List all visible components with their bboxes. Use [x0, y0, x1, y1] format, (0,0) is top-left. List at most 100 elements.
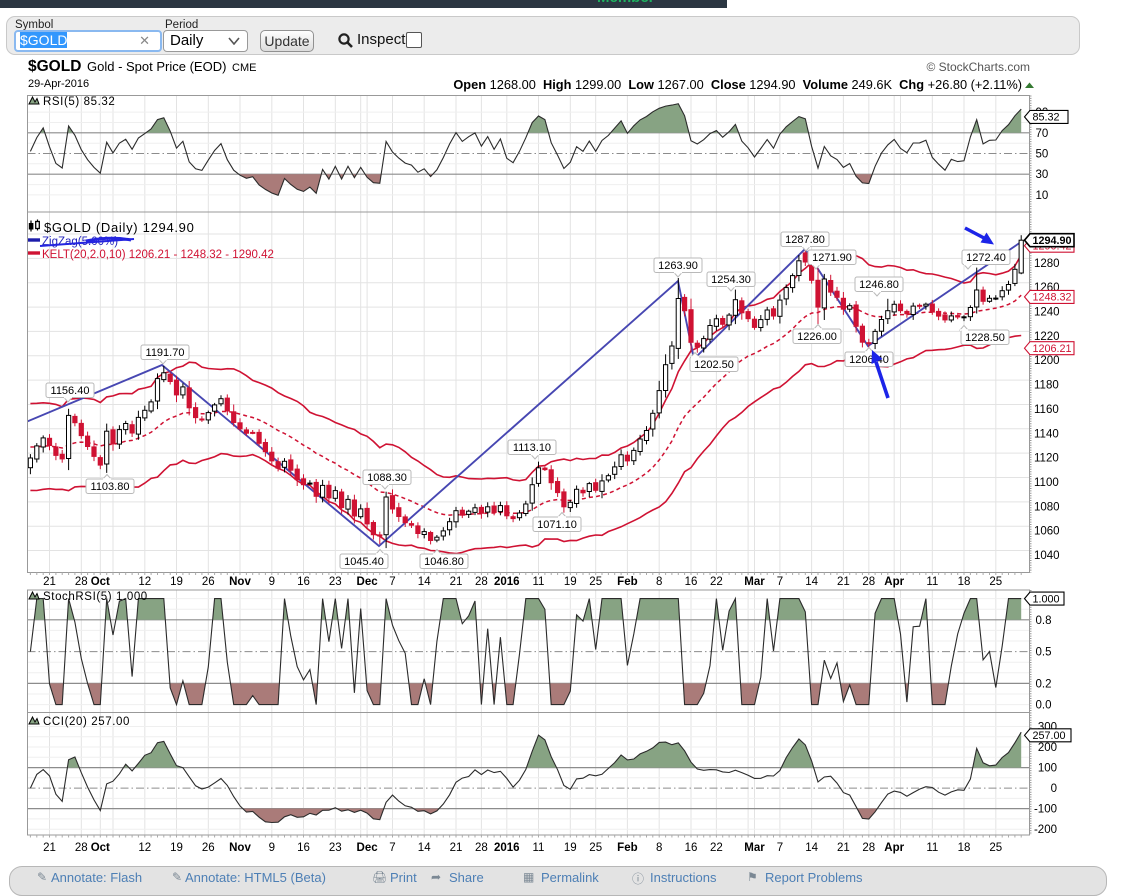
svg-text:14: 14	[418, 842, 431, 854]
svg-text:Open 1268.00 High 1299.00 Lo: Open 1268.00 High 1299.00 Low 1267.00 Cl…	[453, 77, 1022, 92]
svg-text:18: 18	[958, 842, 971, 854]
svg-text:14: 14	[805, 576, 818, 588]
svg-text:70: 70	[1036, 128, 1049, 140]
svg-text:26: 26	[202, 576, 215, 588]
svg-text:9: 9	[269, 576, 275, 588]
svg-text:1254.30: 1254.30	[711, 274, 751, 286]
svg-text:25: 25	[989, 842, 1002, 854]
svg-text:22: 22	[710, 576, 723, 588]
svg-text:11: 11	[533, 576, 545, 588]
svg-text:50: 50	[1036, 149, 1049, 161]
svg-text:16: 16	[685, 576, 698, 588]
svg-text:28: 28	[75, 576, 88, 588]
svg-text:Gold - Spot Price (EOD): Gold - Spot Price (EOD)	[87, 59, 226, 74]
svg-text:1240: 1240	[1034, 307, 1060, 319]
svg-text:1294.90: 1294.90	[1033, 235, 1072, 247]
svg-text:StochRSI(5) 1.000: StochRSI(5) 1.000	[43, 591, 148, 603]
svg-text:18: 18	[958, 576, 971, 588]
svg-text:23: 23	[329, 576, 342, 588]
svg-text:1.000: 1.000	[1033, 593, 1060, 605]
svg-text:29-Apr-2016: 29-Apr-2016	[28, 78, 89, 90]
svg-text:1180: 1180	[1034, 380, 1059, 392]
svg-text:1160: 1160	[1034, 404, 1059, 416]
svg-text:-100: -100	[1034, 804, 1057, 816]
svg-text:1271.90: 1271.90	[812, 252, 852, 264]
svg-text:25: 25	[589, 842, 602, 854]
svg-text:28: 28	[75, 842, 88, 854]
svg-text:KELT(20,2.0,10) 1206.21 - 1248: KELT(20,2.0,10) 1206.21 - 1248.32 - 1290…	[42, 249, 274, 261]
svg-text:14: 14	[418, 576, 431, 588]
svg-text:1120: 1120	[1034, 453, 1059, 465]
svg-text:19: 19	[170, 576, 183, 588]
svg-text:1060: 1060	[1034, 526, 1060, 538]
svg-text:1113.10: 1113.10	[513, 442, 551, 454]
svg-text:85.32: 85.32	[1033, 112, 1060, 124]
svg-text:-200: -200	[1034, 824, 1057, 836]
svg-text:Apr: Apr	[884, 842, 904, 854]
svg-text:1263.90: 1263.90	[658, 260, 698, 272]
svg-text:16: 16	[297, 576, 310, 588]
svg-text:257.00: 257.00	[1033, 730, 1066, 742]
svg-text:16: 16	[297, 842, 310, 854]
svg-text:8: 8	[656, 576, 662, 588]
svg-text:1206.40: 1206.40	[849, 354, 889, 366]
svg-text:21: 21	[837, 842, 850, 854]
svg-text:Feb: Feb	[617, 842, 637, 854]
svg-text:1272.40: 1272.40	[966, 252, 1006, 264]
svg-text:9: 9	[269, 842, 275, 854]
svg-text:8: 8	[656, 842, 662, 854]
svg-text:21: 21	[43, 842, 56, 854]
svg-text:23: 23	[329, 842, 342, 854]
svg-text:26: 26	[202, 842, 215, 854]
svg-text:21: 21	[450, 842, 463, 854]
svg-text:7: 7	[389, 842, 395, 854]
svg-text:1287.80: 1287.80	[785, 234, 825, 246]
svg-text:7: 7	[389, 576, 395, 588]
svg-text:11: 11	[533, 842, 545, 854]
svg-text:22: 22	[710, 842, 723, 854]
svg-text:© StockCharts.com: © StockCharts.com	[926, 60, 1030, 74]
svg-text:Mar: Mar	[744, 576, 765, 588]
svg-text:1071.10: 1071.10	[537, 519, 577, 531]
svg-text:CME: CME	[232, 62, 256, 74]
svg-text:CCI(20) 257.00: CCI(20) 257.00	[43, 716, 130, 728]
svg-text:Nov: Nov	[229, 576, 251, 588]
svg-text:Nov: Nov	[229, 842, 251, 854]
svg-text:1228.50: 1228.50	[965, 332, 1005, 344]
svg-text:1040: 1040	[1034, 550, 1060, 562]
svg-text:0: 0	[1051, 783, 1057, 795]
svg-text:1248.32: 1248.32	[1033, 292, 1072, 304]
svg-text:1220: 1220	[1034, 331, 1060, 343]
svg-text:Oct: Oct	[91, 576, 110, 588]
svg-text:1045.40: 1045.40	[344, 556, 384, 568]
svg-text:1202.50: 1202.50	[694, 359, 734, 371]
svg-text:1280: 1280	[1034, 258, 1060, 270]
svg-text:2016: 2016	[494, 576, 520, 588]
svg-text:0.0: 0.0	[1036, 700, 1052, 712]
svg-text:0.8: 0.8	[1036, 615, 1052, 627]
svg-text:21: 21	[450, 576, 463, 588]
svg-text:28: 28	[475, 842, 488, 854]
svg-text:11: 11	[926, 842, 938, 854]
svg-text:21: 21	[43, 576, 56, 588]
svg-text:28: 28	[475, 576, 488, 588]
svg-text:1140: 1140	[1034, 428, 1059, 440]
svg-text:100: 100	[1038, 763, 1057, 775]
svg-text:0.5: 0.5	[1036, 647, 1052, 659]
svg-text:1191.70: 1191.70	[146, 347, 185, 359]
svg-text:Feb: Feb	[617, 576, 637, 588]
svg-text:30: 30	[1036, 169, 1049, 181]
svg-text:14: 14	[805, 842, 818, 854]
svg-text:19: 19	[564, 576, 577, 588]
svg-text:200: 200	[1038, 742, 1057, 754]
svg-text:16: 16	[685, 842, 698, 854]
svg-text:28: 28	[862, 842, 875, 854]
svg-text:1100: 1100	[1034, 477, 1059, 489]
svg-text:28: 28	[862, 576, 875, 588]
svg-text:12: 12	[138, 576, 151, 588]
svg-text:11: 11	[926, 576, 938, 588]
svg-text:2016: 2016	[494, 842, 520, 854]
svg-text:12: 12	[138, 842, 151, 854]
svg-text:Dec: Dec	[357, 576, 379, 588]
svg-text:$GOLD (Daily) 1294.90: $GOLD (Daily) 1294.90	[44, 220, 195, 235]
